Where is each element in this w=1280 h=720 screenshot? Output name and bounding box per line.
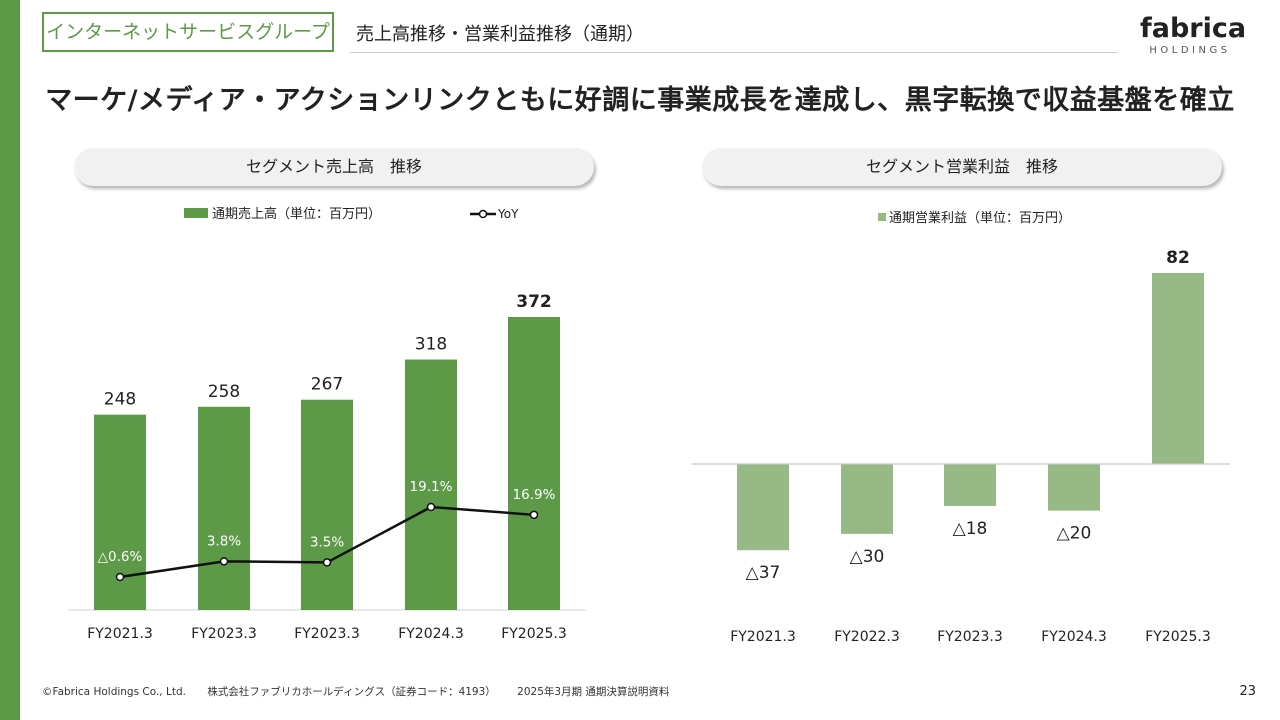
sales-bar-value-label: 372 [516, 292, 552, 312]
profit-bar [737, 464, 789, 551]
profit-x-tick-label: FY2021.3 [730, 629, 796, 645]
left-accent-strip [0, 0, 20, 720]
yoy-point [115, 572, 125, 582]
profit-x-tick-label: FY2025.3 [1145, 629, 1211, 645]
profit-legend-label: 通期営業利益（単位：百万円） [889, 210, 1071, 226]
footer: ©Fabrica Holdings Co., Ltd. 株式会社ファブリカホール… [42, 684, 687, 699]
profit-bar [944, 464, 996, 506]
sales-bar [198, 406, 250, 610]
profit-bar [1048, 464, 1100, 511]
sales-legend-label: 通期売上高（単位：百万円） [212, 206, 381, 222]
profit-bar [841, 464, 893, 534]
page-number: 23 [1239, 684, 1256, 699]
sales-x-tick-label: FY2024.3 [398, 626, 464, 642]
sales-bar [508, 317, 560, 610]
sales-legend-swatch [184, 208, 208, 218]
sales-bar [405, 359, 457, 610]
yoy-data-label: 19.1% [410, 479, 453, 495]
sales-x-tick-label: FY2023.3 [294, 626, 360, 642]
profit-bar [1152, 273, 1204, 464]
footer-document: 2025年3月期 通期決算説明資料 [517, 686, 670, 698]
logo-subtitle: HOLDINGS [1149, 45, 1231, 56]
sales-x-tick-label: FY2021.3 [87, 626, 153, 642]
logo-wordmark: fabrica [1140, 13, 1247, 44]
profit-legend-swatch [878, 213, 886, 221]
profit-bar-value-label: △20 [1057, 524, 1092, 544]
sales-x-tick-label: FY2025.3 [501, 626, 567, 642]
profit-x-tick-label: FY2022.3 [834, 629, 900, 645]
yoy-data-label: 16.9% [513, 487, 556, 503]
sales-bar-value-label: 267 [311, 375, 343, 395]
yoy-point [426, 502, 436, 512]
footer-company: 株式会社ファブリカホールディングス（証券コード：4193） [207, 686, 496, 698]
profit-bar-value-label: △37 [746, 563, 781, 583]
page-title: 売上高推移・営業利益推移（通期） [356, 24, 644, 45]
sales-bar-value-label: 248 [104, 390, 136, 410]
profit-x-tick-label: FY2024.3 [1041, 629, 1107, 645]
yoy-legend-marker [478, 209, 488, 219]
header-divider [350, 52, 1118, 53]
yoy-data-label: 3.8% [207, 533, 241, 549]
profit-bar-value-label: △30 [850, 547, 885, 567]
slide-headline: マーケ/メディア・アクションリンクともに好調に事業成長を達成し、黒字転換で収益基… [45, 85, 1235, 116]
yoy-data-label: △0.6% [98, 549, 143, 565]
company-logo: fabrica HOLDINGS [1140, 13, 1247, 57]
yoy-point [322, 558, 332, 567]
yoy-data-label: 3.5% [310, 534, 344, 550]
profit-panel-header: セグメント営業利益 推移 [702, 148, 1222, 186]
yoy-point [529, 510, 539, 520]
sales-bar-value-label: 258 [208, 382, 240, 402]
sales-bar-value-label: 318 [415, 335, 447, 355]
footer-copyright: ©Fabrica Holdings Co., Ltd. [42, 686, 186, 698]
sales-panel-header: セグメント売上高 推移 [74, 148, 594, 186]
sales-x-tick-label: FY2023.3 [191, 626, 257, 642]
yoy-legend-label: YoY [497, 207, 519, 221]
profit-x-tick-label: FY2023.3 [937, 629, 1003, 645]
sales-bar [301, 399, 353, 610]
profit-bar-value-label: 82 [1166, 248, 1190, 268]
yoy-point [219, 557, 229, 566]
group-tag: インターネットサービスグループ [42, 12, 334, 52]
profit-bar-value-label: △18 [953, 519, 988, 539]
